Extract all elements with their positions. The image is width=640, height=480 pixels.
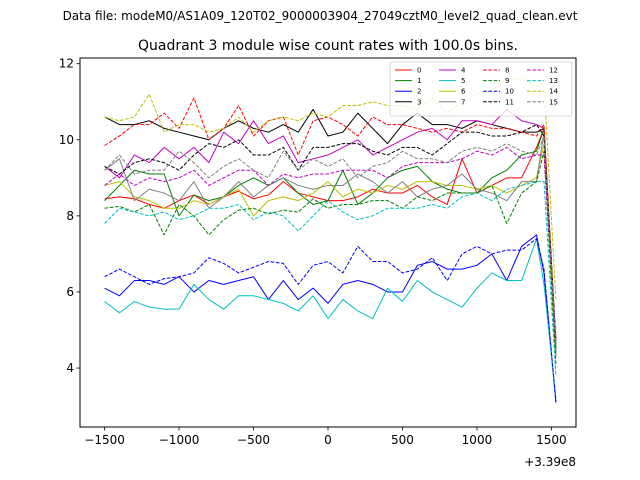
legend-label-11: 11 [505, 98, 514, 106]
x-axis: −1500 −1000 −500 0 500 1000 1500 [84, 427, 567, 447]
legend-label-10: 10 [505, 88, 514, 96]
series-line-8 [104, 97, 557, 350]
x-tick-label: −1000 [159, 433, 200, 447]
series-line-11 [104, 124, 557, 342]
series-line-5 [104, 238, 557, 399]
legend-label-13: 13 [549, 77, 558, 85]
legend-label-12: 12 [549, 67, 558, 75]
series-line-13 [104, 181, 557, 376]
y-tick-label: 12 [59, 57, 74, 71]
legend-label-2: 2 [417, 88, 421, 96]
legend-label-4: 4 [461, 67, 466, 75]
plot-area [80, 58, 576, 427]
legend-label-8: 8 [505, 67, 509, 75]
series-line-6 [104, 143, 557, 357]
legend-label-7: 7 [461, 98, 465, 106]
legend-label-6: 6 [461, 88, 466, 96]
y-tick-label: 8 [66, 209, 74, 223]
x-tick-label: 500 [391, 433, 414, 447]
chart-title: Quadrant 3 module wise count rates with … [138, 38, 518, 54]
x-tick-label: 1500 [536, 433, 567, 447]
legend-label-3: 3 [417, 98, 421, 106]
legend-label-9: 9 [505, 77, 509, 85]
x-offset-label: +3.39e8 [524, 455, 576, 469]
y-tick-label: 10 [59, 133, 74, 147]
series-line-2 [104, 234, 557, 403]
series-line-12 [104, 146, 557, 338]
y-tick-label: 4 [66, 361, 74, 375]
series-line-15 [104, 135, 557, 346]
series-line-10 [104, 238, 557, 403]
x-tick-label: 0 [324, 433, 332, 447]
y-tick-label: 6 [66, 285, 74, 299]
series-line-4 [104, 108, 557, 357]
y-axis: 4 6 8 10 12 [59, 57, 80, 375]
legend-label-15: 15 [549, 98, 558, 106]
data-file-suptitle: Data file: modeM0/AS1A09_120T02_90000039… [63, 9, 578, 23]
legend-label-14: 14 [549, 88, 558, 96]
legend-label-5: 5 [461, 77, 465, 85]
legend-box [389, 61, 573, 117]
x-tick-label: 1000 [462, 433, 493, 447]
x-tick-label: −500 [237, 433, 270, 447]
legend-label-0: 0 [417, 67, 421, 75]
series-line-7 [104, 131, 557, 353]
legend-label-1: 1 [417, 77, 421, 85]
x-tick-label: −1500 [84, 433, 125, 447]
